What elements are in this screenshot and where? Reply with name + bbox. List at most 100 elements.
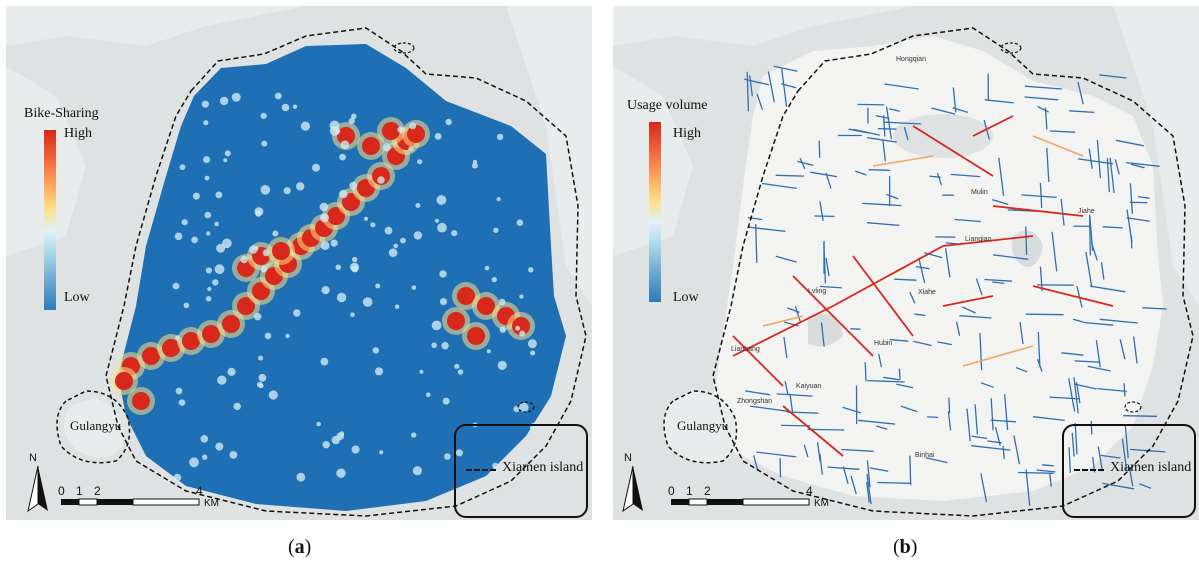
density-low-spot (212, 279, 219, 286)
road-segment (878, 353, 883, 368)
road-segment (783, 336, 788, 359)
density-low-spot (439, 270, 447, 278)
road-segment (1139, 483, 1152, 489)
density-low-spot (497, 360, 507, 370)
north-arrow-icon (27, 465, 48, 513)
road-segment (1074, 360, 1101, 363)
road-segment (955, 321, 961, 336)
road-segment (810, 171, 838, 178)
density-low-spot (329, 120, 340, 131)
road-segment (864, 362, 867, 382)
north-label: N (29, 452, 37, 464)
caption-paren: ( (893, 536, 900, 558)
density-low-spot (528, 267, 534, 273)
legend-high-label: High (673, 126, 701, 141)
road-segment (883, 376, 900, 381)
density-low-spot (217, 375, 227, 385)
gulangyu-boundary (663, 390, 738, 464)
density-hotspot (512, 317, 530, 335)
road-segment (1099, 74, 1127, 79)
caption-letter: a (294, 536, 305, 558)
road-segment (1013, 435, 1021, 465)
road-segment (789, 393, 794, 414)
road-segment (855, 170, 867, 176)
density-low-spot (260, 265, 268, 273)
road-segment (1097, 387, 1127, 393)
road-segment (959, 315, 992, 319)
land-north (613, 6, 913, 46)
road-segment (1087, 365, 1111, 372)
density-hotspot (447, 312, 465, 330)
density-low-spot (411, 432, 417, 438)
density-low-spot (351, 445, 360, 454)
density-low-spot (417, 159, 423, 165)
road-high-usage (732, 305, 834, 357)
density-hotspot (142, 347, 160, 365)
road-segment (756, 451, 797, 458)
road-segment (841, 448, 874, 452)
scale-tick: 1 (76, 484, 83, 498)
road-segment (1095, 340, 1101, 368)
legend-high-label: High (64, 126, 92, 141)
road-segment (1132, 336, 1138, 364)
density-low-spot (400, 237, 406, 244)
density-low-spot (372, 347, 379, 354)
islet-boundary (1124, 401, 1142, 413)
density-hotspot (222, 315, 240, 333)
road-segment (1024, 85, 1062, 90)
density-low-spot (207, 286, 212, 292)
density-low-spot (175, 335, 180, 340)
density-low-spot (409, 122, 417, 130)
road-segment (867, 379, 905, 383)
density-low-spot (397, 126, 404, 133)
density-low-spot (340, 140, 350, 150)
density-low-spot (179, 164, 186, 171)
road-segment (929, 175, 941, 178)
density-hotspot (132, 392, 150, 410)
boundary-legend-box: Xiamen island (454, 424, 588, 518)
density-low-spot (527, 339, 537, 349)
road-segment (1123, 383, 1126, 397)
density-low-spot (455, 449, 463, 457)
road-segment (1119, 339, 1126, 360)
road-segment (850, 328, 861, 330)
caption-letter: b (899, 536, 911, 558)
road-segment (1069, 110, 1095, 114)
xiamen-island-boundary (712, 27, 1194, 517)
road-segment (797, 160, 814, 167)
density-low-spot (321, 286, 330, 295)
place-label: Mulin (971, 189, 988, 196)
density-hotspot (202, 325, 220, 343)
density-low-spot (362, 297, 373, 307)
density-low-spot (262, 249, 270, 257)
road-segment (1039, 266, 1043, 292)
road-segment (767, 71, 775, 103)
scale-tick: 0 (58, 484, 65, 498)
density-hotspot (362, 137, 380, 155)
road-segment (781, 83, 797, 89)
road-segment (1102, 482, 1135, 490)
density-low-spot (339, 189, 348, 199)
density-low-spot (285, 333, 290, 339)
density-hotspot (327, 207, 345, 225)
road-segment (1129, 183, 1134, 214)
road-segment (1085, 251, 1093, 288)
road-segment (1130, 163, 1145, 169)
density-low-spot (300, 121, 310, 131)
density-low-spot (204, 175, 210, 181)
road-segment (1024, 96, 1059, 101)
caption-b: (b) (893, 536, 917, 559)
density-low-spot (350, 312, 355, 318)
density-low-spot (202, 454, 208, 460)
road-segment (927, 416, 939, 419)
road-segment (775, 174, 804, 177)
road-segment (936, 172, 943, 186)
road-segment (909, 455, 912, 486)
road-segment (862, 202, 902, 207)
density-low-spot (261, 140, 268, 147)
road-segment (882, 139, 887, 162)
scale-unit: KM (204, 498, 219, 509)
road-high-usage (832, 245, 944, 307)
road-segment (825, 257, 830, 277)
road-segment (816, 442, 821, 462)
